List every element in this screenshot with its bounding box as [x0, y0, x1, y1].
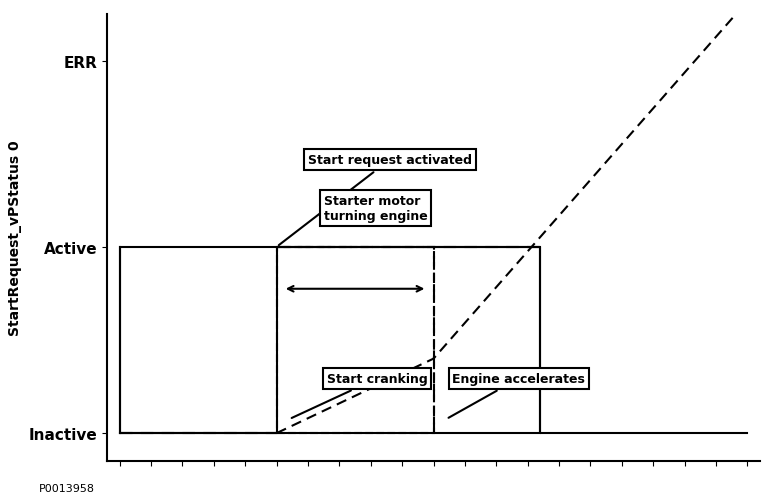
Text: P0013958: P0013958 — [39, 483, 95, 493]
Y-axis label: StartRequest_vPStatus 0: StartRequest_vPStatus 0 — [9, 140, 22, 336]
Text: Engine accelerates: Engine accelerates — [449, 372, 585, 418]
Bar — [119, 247, 540, 433]
Bar — [277, 247, 433, 433]
Text: Start cranking: Start cranking — [291, 372, 428, 418]
Text: Start request activated: Start request activated — [279, 154, 472, 245]
Text: Starter motor
turning engine: Starter motor turning engine — [324, 194, 428, 222]
